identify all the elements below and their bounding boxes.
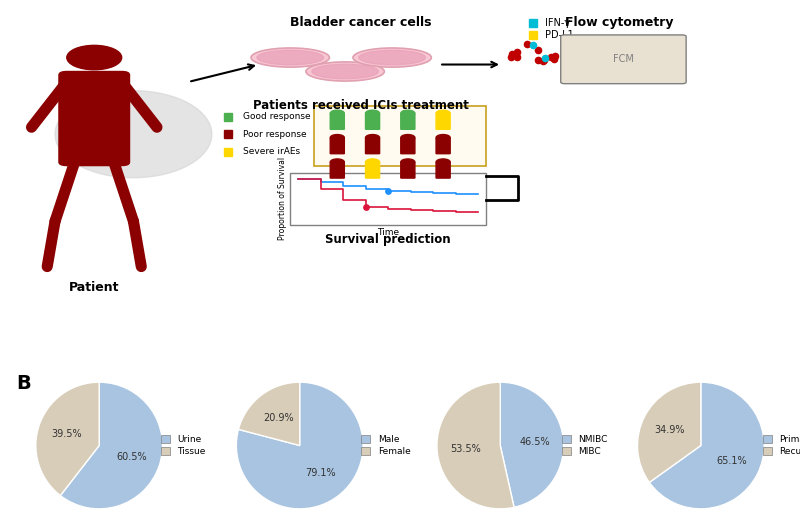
Text: Patients received ICIs treatment: Patients received ICIs treatment [253, 99, 469, 112]
FancyBboxPatch shape [561, 35, 686, 84]
Circle shape [401, 159, 415, 165]
Circle shape [330, 110, 344, 117]
Circle shape [67, 46, 122, 70]
Text: Patient: Patient [69, 280, 119, 294]
Legend: NMIBC, MIBC: NMIBC, MIBC [560, 433, 610, 458]
Text: 20.9%: 20.9% [263, 413, 294, 423]
FancyBboxPatch shape [330, 163, 344, 178]
Circle shape [330, 135, 344, 141]
Text: Flow cytometry: Flow cytometry [566, 16, 674, 29]
Circle shape [401, 110, 415, 117]
Point [544, 53, 557, 61]
FancyBboxPatch shape [330, 114, 344, 129]
Circle shape [330, 159, 344, 165]
Text: 79.1%: 79.1% [306, 468, 336, 478]
Text: Bladder cancer cells: Bladder cancer cells [290, 16, 431, 29]
Circle shape [366, 135, 380, 141]
Ellipse shape [257, 50, 323, 65]
FancyBboxPatch shape [436, 163, 450, 178]
FancyBboxPatch shape [436, 114, 450, 129]
Wedge shape [60, 382, 162, 509]
FancyBboxPatch shape [366, 114, 380, 129]
Legend: Male, Female: Male, Female [360, 433, 412, 458]
Text: PD-L1: PD-L1 [545, 30, 574, 40]
Wedge shape [650, 382, 764, 509]
FancyBboxPatch shape [330, 138, 344, 154]
Text: Severe irAEs: Severe irAEs [243, 147, 300, 156]
Text: 65.1%: 65.1% [717, 456, 747, 466]
Point [538, 56, 550, 64]
Point [532, 46, 545, 54]
Wedge shape [437, 382, 514, 509]
Text: Time: Time [377, 228, 399, 237]
Circle shape [436, 159, 450, 165]
Point [510, 48, 523, 56]
Text: Survival prediction: Survival prediction [326, 234, 451, 246]
Text: 34.9%: 34.9% [654, 425, 685, 435]
Circle shape [436, 110, 450, 117]
Ellipse shape [359, 50, 426, 65]
FancyBboxPatch shape [366, 138, 380, 154]
Wedge shape [638, 382, 701, 482]
Text: Poor response: Poor response [243, 130, 307, 139]
FancyBboxPatch shape [401, 138, 415, 154]
Point [538, 54, 551, 62]
Point [548, 55, 561, 64]
Point [549, 51, 562, 60]
Circle shape [401, 135, 415, 141]
Wedge shape [236, 382, 363, 509]
Text: FCM: FCM [613, 54, 634, 64]
Point [506, 50, 519, 58]
Ellipse shape [306, 62, 384, 81]
Text: Proportion of Survival: Proportion of Survival [278, 157, 287, 240]
Point [382, 187, 394, 195]
FancyBboxPatch shape [436, 138, 450, 154]
Point [510, 53, 523, 61]
Circle shape [436, 135, 450, 141]
Point [521, 40, 534, 48]
FancyBboxPatch shape [59, 72, 130, 165]
Legend: Primary, Recurrence: Primary, Recurrence [761, 433, 800, 458]
Ellipse shape [312, 64, 378, 79]
Text: 39.5%: 39.5% [51, 429, 82, 439]
Bar [290, 173, 486, 225]
Ellipse shape [251, 48, 330, 67]
Point [531, 56, 544, 64]
Wedge shape [238, 382, 300, 446]
FancyBboxPatch shape [401, 163, 415, 178]
Point [527, 41, 540, 50]
Text: 60.5%: 60.5% [117, 452, 147, 462]
Text: B: B [16, 374, 30, 393]
Text: IFN-γ: IFN-γ [545, 17, 570, 28]
Point [359, 202, 372, 211]
Text: Good response: Good response [243, 112, 311, 121]
Bar [314, 107, 486, 165]
Point [504, 53, 517, 61]
Wedge shape [500, 382, 564, 507]
Circle shape [366, 110, 380, 117]
Ellipse shape [55, 91, 212, 178]
Text: 53.5%: 53.5% [450, 444, 481, 454]
FancyBboxPatch shape [401, 114, 415, 129]
Wedge shape [36, 382, 99, 496]
Legend: Urine, Tissue: Urine, Tissue [159, 433, 207, 458]
Circle shape [366, 159, 380, 165]
Ellipse shape [353, 48, 431, 67]
FancyBboxPatch shape [366, 163, 380, 178]
Text: 46.5%: 46.5% [519, 437, 550, 447]
Point [537, 57, 550, 65]
